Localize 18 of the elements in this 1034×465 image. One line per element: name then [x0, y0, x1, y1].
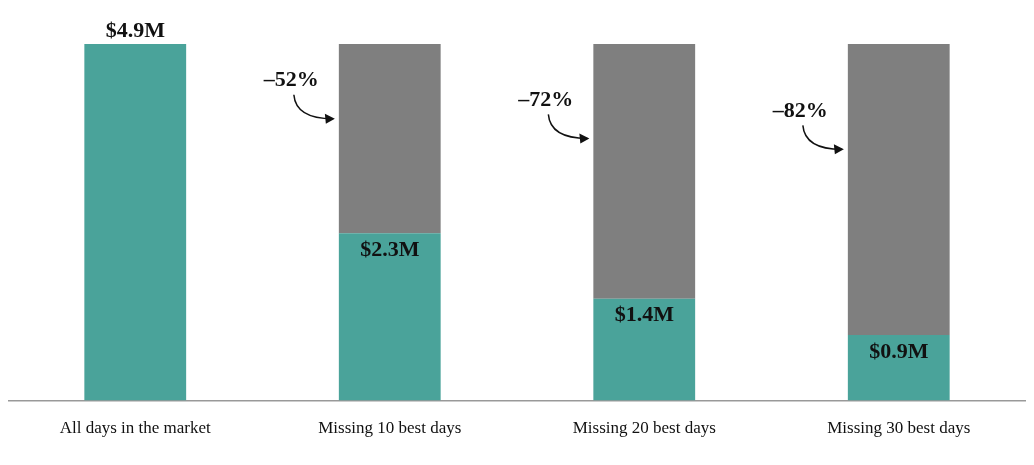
x-tick-label: Missing 30 best days: [827, 418, 971, 438]
x-tick-label: Missing 20 best days: [572, 418, 716, 438]
annotation: –52%: [262, 66, 319, 92]
bar: [847, 44, 950, 336]
bar: [84, 44, 187, 401]
bar: [338, 44, 441, 234]
x-tick-label: All days in the market: [59, 418, 212, 438]
annotation: –72%: [517, 86, 574, 112]
annotation: –82%: [771, 97, 828, 123]
data-label: $1.4M: [614, 301, 675, 327]
data-label: $0.9M: [869, 337, 929, 363]
data-label: $4.9M: [105, 16, 166, 42]
bar: [593, 298, 696, 401]
bar: [338, 233, 441, 401]
bar: [593, 44, 696, 299]
x-tick-label: Missing 10 best days: [318, 418, 462, 438]
bar: [847, 335, 950, 401]
data-label: $2.3M: [360, 235, 420, 261]
